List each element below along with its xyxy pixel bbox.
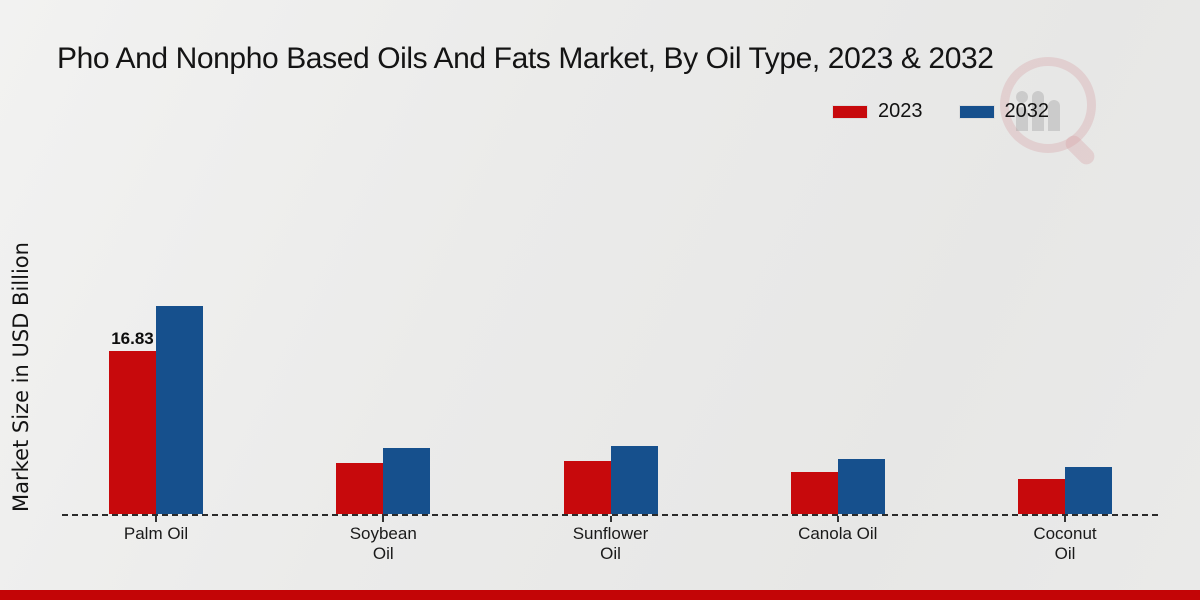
x-axis-baseline (62, 514, 1158, 516)
legend: 2023 2032 (832, 100, 1049, 123)
x-axis-tick (1064, 516, 1066, 522)
bar-value-label: 16.83 (111, 329, 154, 348)
watermark-logo (998, 55, 1108, 168)
legend-label-2023: 2023 (878, 100, 923, 122)
watermark-bar-icon (1048, 100, 1060, 131)
legend-label-2032: 2032 (1004, 100, 1050, 122)
legend-swatch-2023 (832, 104, 868, 119)
magnifier-ring-icon (1000, 57, 1096, 153)
bar-2032-soybean-oil (383, 448, 431, 514)
x-axis-category-label: Soybean Oil (349, 524, 417, 563)
watermark-bar-icon (1016, 107, 1028, 131)
x-axis-tick (155, 516, 157, 522)
y-axis-label: Market Size in USD Billion (9, 242, 33, 512)
bar-2023-palm-oil (109, 351, 156, 514)
bar-2023-canola-oil (790, 472, 838, 514)
x-axis-tick (382, 516, 385, 522)
bar-2023-soybean-oil (336, 462, 384, 514)
legend-item-2023: 2023 (832, 100, 923, 123)
x-axis-tick (836, 516, 839, 522)
chart-title: Pho And Nonpho Based Oils And Fats Marke… (57, 42, 994, 75)
bar-2023-sunflower-oil (563, 460, 611, 514)
bar-2023-coconut-oil (1018, 479, 1065, 514)
bar-2032-coconut-oil (1065, 466, 1112, 514)
bar-2032-canola-oil (837, 458, 885, 514)
footer-accent-bar (0, 590, 1200, 600)
watermark-dot-icon (1016, 91, 1028, 103)
x-axis-tick (609, 516, 612, 522)
x-axis-category-label: Coconut Oil (1033, 524, 1097, 563)
x-axis-category-label: Sunflower Oil (572, 524, 649, 563)
x-axis-category-label: Canola Oil (798, 524, 878, 543)
bar-2032-sunflower-oil (610, 446, 658, 514)
bar-2032-palm-oil (156, 305, 203, 514)
x-axis-category-label: Palm Oil (123, 524, 189, 543)
legend-swatch-2032 (958, 104, 995, 119)
watermark-bar-icon (1032, 91, 1044, 131)
legend-item-2032: 2032 (958, 100, 1050, 123)
